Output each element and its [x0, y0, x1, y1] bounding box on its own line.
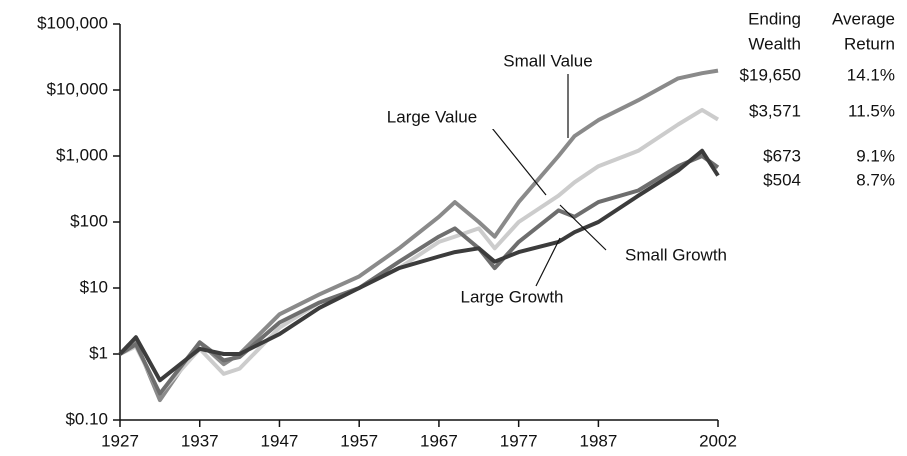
- label-bg: [484, 51, 612, 73]
- table-cell: 14.1%: [847, 65, 895, 84]
- label-bg: [368, 107, 496, 129]
- table-cell: $504: [763, 170, 801, 189]
- x-tick-label: 1957: [340, 431, 378, 450]
- table-cell: 9.1%: [856, 146, 895, 165]
- series-line: [119, 107, 720, 396]
- table-cell: $19,650: [740, 65, 801, 84]
- series-line: [118, 148, 720, 383]
- series-label: Small Growth: [625, 245, 727, 264]
- y-tick-label: $0.10: [65, 409, 108, 428]
- x-tick-label: 1947: [261, 431, 299, 450]
- table-header: Ending: [748, 9, 801, 28]
- label-bg: [448, 287, 576, 309]
- y-tick-label: $1,000: [56, 145, 108, 164]
- y-tick-label: $10: [80, 277, 108, 296]
- table-cell: $673: [763, 146, 801, 165]
- x-tick-label: 1937: [181, 431, 219, 450]
- x-tick-label: 2002: [699, 431, 737, 450]
- y-tick-label: $1: [89, 343, 108, 362]
- series-label: Small Value: [503, 51, 592, 70]
- table-cell: 11.5%: [848, 101, 895, 120]
- table-header: Wealth: [748, 34, 801, 53]
- series-label: Large Value: [387, 107, 477, 126]
- table-header: Average: [832, 9, 895, 28]
- y-tick-label: $100: [70, 211, 108, 230]
- x-tick-label: 1967: [420, 431, 458, 450]
- label-bg: [612, 245, 740, 267]
- table-cell: 8.7%: [856, 170, 895, 189]
- x-tick-label: 1987: [579, 431, 617, 450]
- leader-line: [535, 237, 561, 287]
- x-tick-label: 1927: [101, 431, 139, 450]
- table-cell: $3,571: [749, 101, 801, 120]
- series-label: Large Growth: [461, 287, 564, 306]
- leader-line: [491, 127, 547, 196]
- table-header: Return: [844, 34, 895, 53]
- y-tick-label: $100,000: [37, 13, 108, 32]
- x-tick-label: 1977: [500, 431, 538, 450]
- y-tick-label: $10,000: [47, 79, 108, 98]
- leader-line: [559, 204, 607, 251]
